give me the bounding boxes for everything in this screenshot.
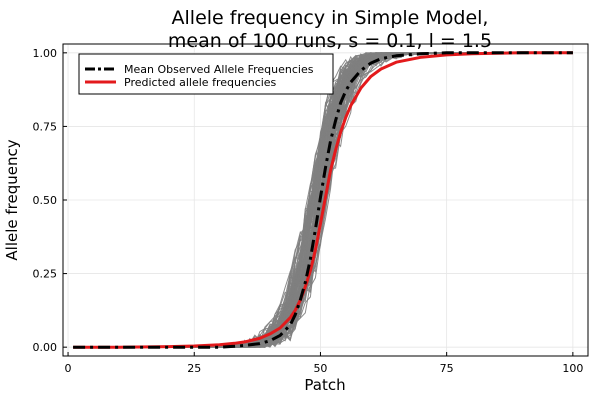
y-axis-label: Allele frequency xyxy=(3,139,21,260)
legend-label-0: Mean Observed Allele Frequencies xyxy=(124,63,314,76)
legend: Mean Observed Allele FrequenciesPredicte… xyxy=(78,53,334,95)
x-tick-label: 0 xyxy=(65,362,72,375)
series-line-0 xyxy=(73,51,573,349)
x-axis-label: Patch xyxy=(304,376,345,394)
chart-title-line-2: mean of 100 runs, s = 0.1, l = 1.5 xyxy=(168,30,492,52)
x-tick-label: 75 xyxy=(440,362,454,375)
chart-title-line-1: Allele frequency in Simple Model, xyxy=(172,7,489,29)
x-tick-label: 25 xyxy=(187,362,201,375)
series-lines xyxy=(73,51,573,349)
x-axis-ticks: 0 25 50 75 100 xyxy=(65,352,583,375)
chart-title: Allele frequency in Simple Model, mean o… xyxy=(168,7,492,52)
y-tick-label: 0.25 xyxy=(33,268,58,281)
y-tick-label: 1.00 xyxy=(33,47,58,60)
legend-box xyxy=(78,53,334,95)
x-tick-label: 50 xyxy=(313,362,327,375)
x-tick-label: 100 xyxy=(562,362,583,375)
y-tick-label: 0.00 xyxy=(33,341,58,354)
y-tick-label: 0.75 xyxy=(33,120,58,133)
y-tick-label: 0.50 xyxy=(33,194,58,207)
y-axis-ticks: 0.00 0.25 0.50 0.75 1.00 xyxy=(33,47,67,354)
series-line-1 xyxy=(73,51,573,349)
legend-label-1: Predicted allele frequencies xyxy=(124,76,277,89)
